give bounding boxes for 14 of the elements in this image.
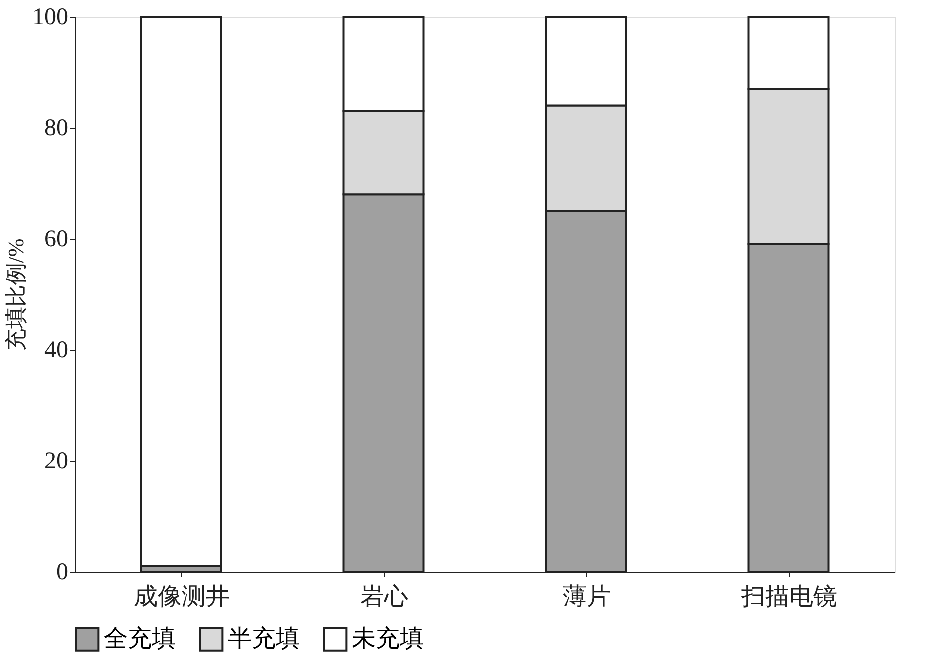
y-axis-title: 充填比例/% [4,238,28,352]
x-tick-label: 薄片 [562,584,611,610]
x-tick-label: 成像测井 [134,584,230,610]
y-tick-label: 100 [32,4,68,30]
y-tick-label: 40 [44,338,68,364]
x-tick-label: 岩心 [360,584,408,610]
y-tick-label: 60 [44,226,68,252]
y-tick-label: 20 [44,448,68,474]
legend-label: 全充填 [104,626,176,653]
y-tick-label: 0 [56,560,68,586]
legend-label: 半充填 [228,626,300,653]
x-tick-label: 扫描电镜 [740,584,838,610]
legend-label: 未充填 [352,626,424,653]
y-tick-label: 80 [44,116,68,142]
